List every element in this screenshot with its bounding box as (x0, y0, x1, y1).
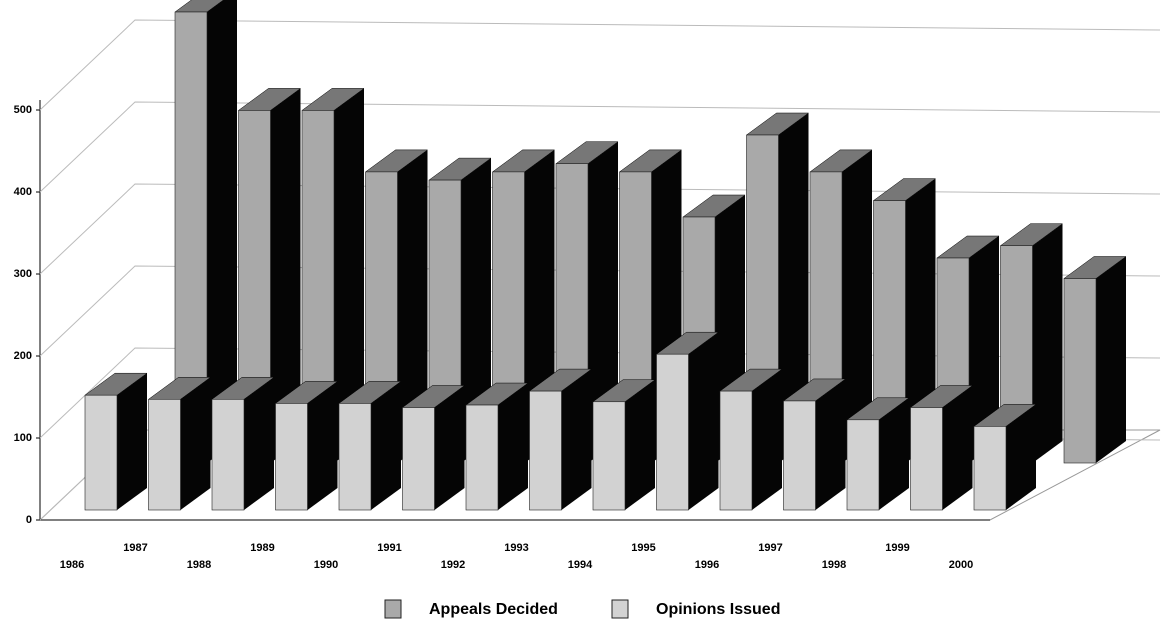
bar-side (270, 88, 301, 464)
bar-side (588, 141, 618, 463)
bar (1063, 278, 1097, 464)
bar (211, 398, 245, 511)
bar-side (752, 369, 782, 510)
x-tick-label: 1987 (123, 542, 147, 554)
bar-side (1096, 256, 1126, 463)
grid-line (39, 19, 1161, 111)
legend-swatch (611, 599, 629, 619)
bar-side (397, 149, 428, 463)
x-tick-label: 1988 (187, 559, 211, 571)
bar (783, 400, 816, 511)
bar (846, 419, 880, 511)
bar (973, 426, 1007, 511)
x-tick-label: 1995 (631, 542, 655, 554)
x-tick-label: 1993 (504, 542, 528, 554)
bar-side (1032, 223, 1063, 463)
bar-side (561, 369, 592, 510)
bar (275, 403, 308, 511)
bar (719, 390, 753, 511)
y-tick-label: 500 (14, 104, 32, 116)
bar-side (905, 178, 936, 463)
bar-side (842, 149, 872, 463)
x-tick-label: 1990 (314, 559, 338, 571)
bar-side (498, 383, 528, 510)
bar (910, 407, 943, 511)
bar (402, 407, 435, 511)
bar-side (334, 88, 364, 464)
y-tick-label: 0 (26, 514, 32, 526)
bar-side (815, 378, 846, 510)
bar-side (1006, 404, 1036, 510)
bar-side (307, 381, 338, 510)
x-tick-label: 1986 (60, 559, 84, 571)
x-tick-label: 1991 (377, 542, 401, 554)
y-tick-label: 100 (14, 432, 32, 444)
x-tick-label: 1996 (695, 559, 719, 571)
bar (465, 404, 499, 511)
bar (656, 353, 689, 511)
bar-side (942, 385, 973, 510)
x-tick-label: 1997 (758, 542, 782, 554)
bar (148, 398, 181, 511)
x-tick-label: 1992 (441, 559, 465, 571)
bar-side (244, 377, 274, 510)
bar-side (180, 377, 211, 510)
bar-side (969, 236, 999, 463)
bar-side (778, 113, 809, 463)
bar-side (207, 0, 237, 463)
x-tick-label: 1989 (250, 542, 274, 554)
bar (529, 390, 562, 511)
bar (84, 394, 118, 511)
grid-line (39, 101, 1161, 193)
y-tick-label: 300 (14, 268, 32, 280)
bar-side (625, 379, 655, 510)
legend-text: Opinions Issued (656, 601, 780, 618)
bar-side (461, 158, 491, 463)
bar (592, 401, 626, 511)
x-tick-label: 1998 (822, 559, 846, 571)
x-tick-label: 1999 (885, 542, 909, 554)
y-tick-label: 200 (14, 350, 32, 362)
legend-text: Appeals Decided (429, 601, 558, 618)
bar-side (688, 332, 719, 510)
x-tick-label: 1994 (568, 559, 593, 571)
bar-side (117, 373, 147, 510)
legend-swatch (384, 599, 402, 619)
bar-side (434, 385, 465, 510)
x-tick-label: 2000 (949, 559, 973, 571)
bar-side (371, 381, 401, 510)
bar-side (879, 397, 909, 510)
bar (338, 403, 372, 511)
y-tick-label: 400 (14, 186, 32, 198)
